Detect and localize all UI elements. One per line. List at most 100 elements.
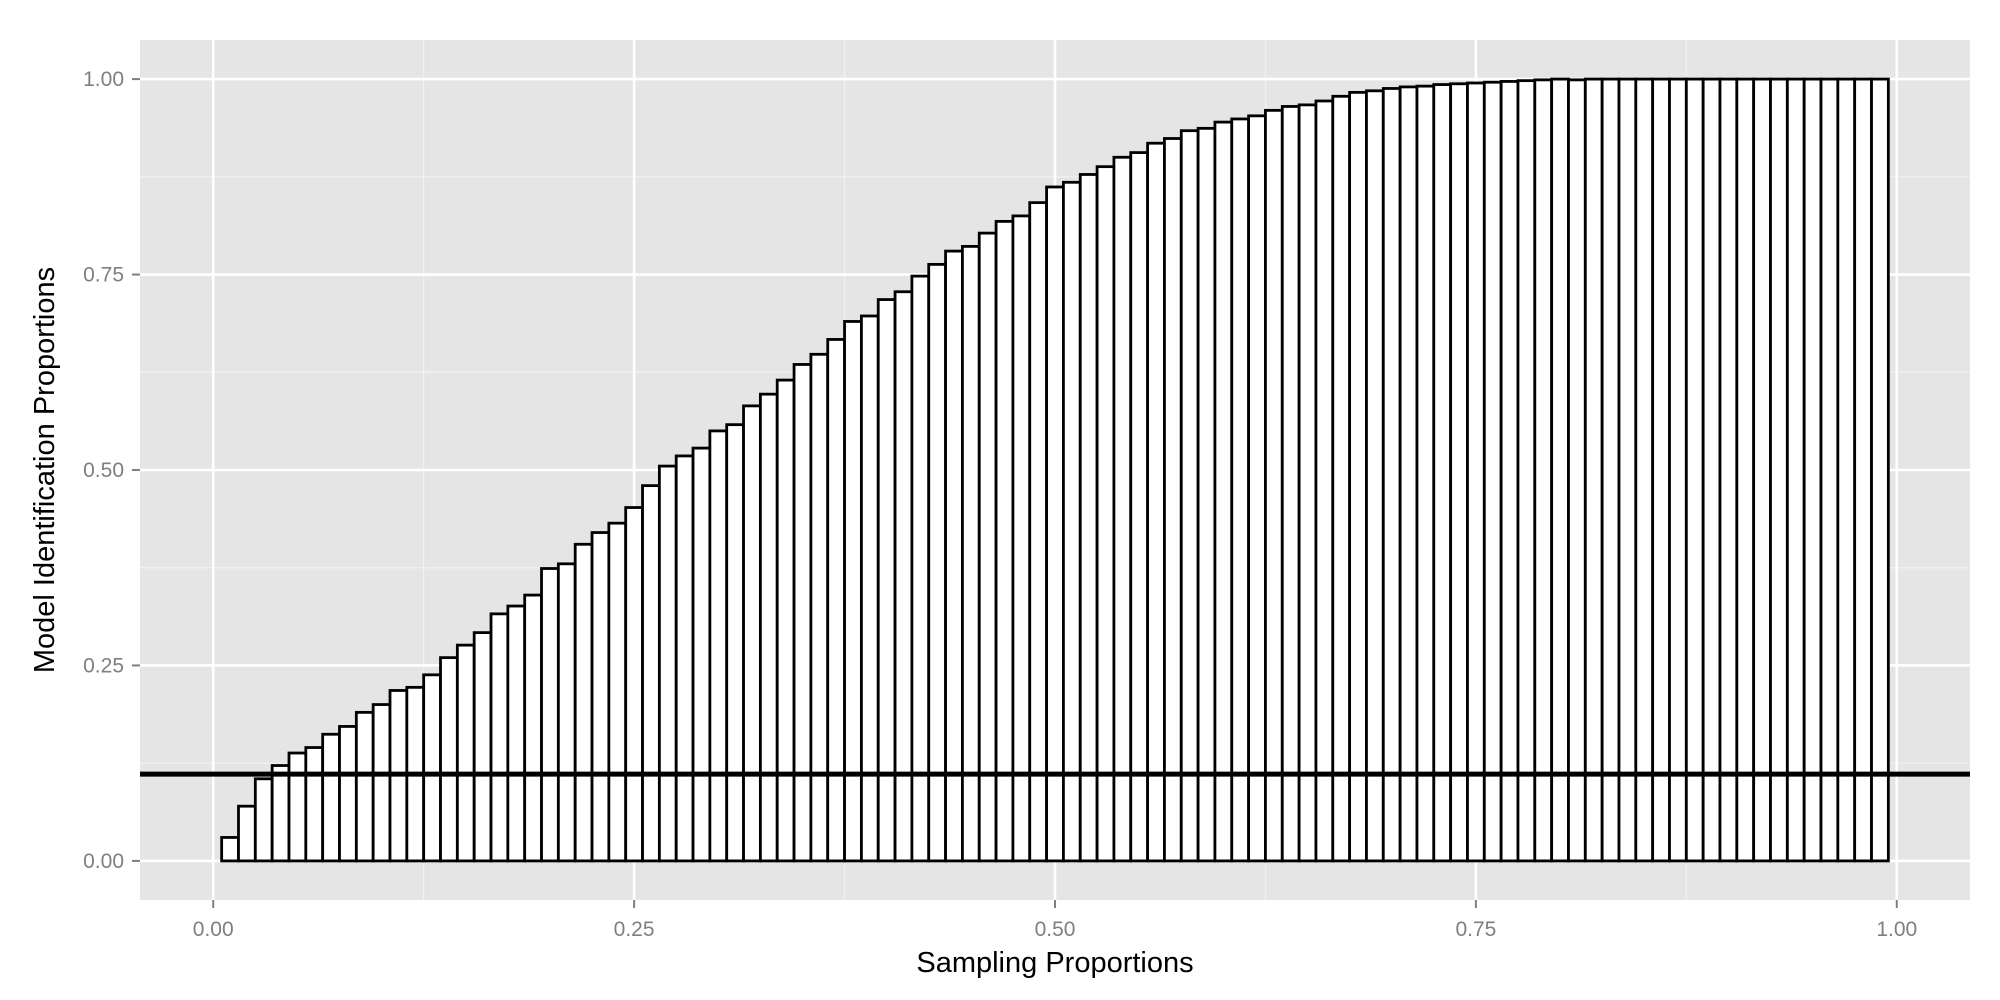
bar [1583,77,1604,863]
bar [1550,77,1570,863]
x-axis-title: Sampling Proportions [916,947,1193,979]
bar [674,454,695,863]
bar [220,836,240,863]
bar [1466,81,1486,863]
bar [472,631,493,863]
bar [641,484,661,863]
bar [1112,155,1133,863]
bar [1365,89,1385,863]
bar [994,219,1015,863]
bar [792,363,813,863]
bar [1634,77,1655,863]
bar [422,673,442,863]
x-tick-label: 0.00 [193,918,234,941]
bar [1432,83,1453,863]
bar [1045,185,1065,863]
bar [371,703,392,863]
bar [1533,78,1554,863]
bar [455,643,476,863]
bar [1028,201,1048,863]
bar [1853,77,1873,863]
bar [1078,173,1099,863]
bar [1802,77,1823,863]
bar [287,751,308,863]
bar [1735,77,1756,863]
bar [607,521,628,863]
x-axis-ticks: 0.00 0.25 0.50 0.75 1.00 [193,900,1917,941]
bar [1718,77,1739,863]
bar [506,604,527,863]
bar [1617,77,1638,863]
bar [708,429,729,863]
bar [321,732,341,863]
bar [1011,214,1032,863]
bar [1701,77,1722,863]
bar [1567,78,1587,863]
x-tick-label: 0.25 [614,918,655,941]
bar [1163,137,1183,863]
bar [523,593,543,863]
bar [1247,114,1267,863]
bar [1684,77,1705,863]
bar [1179,129,1200,863]
bar [237,804,257,863]
bar [927,262,947,863]
bar [556,562,577,863]
bar [843,320,863,863]
bar [573,542,594,863]
bar [1280,105,1301,863]
bar [540,567,560,863]
bar [1398,85,1419,863]
y-tick-label: 0.50 [83,459,124,482]
y-axis-ticks: 0.00 0.25 0.50 0.75 1.00 [83,68,140,873]
bar [657,464,678,863]
bar [1651,77,1671,863]
bar [624,506,644,863]
bar [1499,80,1520,863]
bar [1297,103,1318,863]
bar [439,656,459,863]
bar [1769,77,1789,863]
bar [1095,165,1116,863]
bar [1668,77,1688,863]
bar [725,423,745,863]
bar [1415,84,1436,863]
y-axis-title: Model Identification Proportions [29,267,61,673]
bar [1196,126,1217,863]
bar [1348,90,1368,863]
bar [1516,79,1537,863]
bar [1381,87,1402,863]
bar [859,314,880,863]
bar [1600,77,1621,863]
bar [826,338,846,863]
x-tick-label: 1.00 [1876,918,1917,941]
bar [1062,180,1082,863]
bar [1129,151,1149,863]
bar [876,298,897,863]
y-tick-label: 1.00 [83,68,124,91]
bar [1752,77,1772,863]
bar [1449,82,1469,863]
bar [1146,141,1166,863]
bar [1331,94,1352,863]
bar [758,392,779,863]
bar [1213,120,1234,863]
bar [1819,77,1840,863]
bar [691,446,712,863]
bar [489,612,510,863]
bar [775,378,796,863]
bar [338,725,358,863]
bar [1230,117,1251,863]
bar [977,231,998,863]
bars [220,77,1890,863]
bar [354,710,375,863]
bar [809,352,830,863]
x-tick-label: 0.75 [1455,918,1496,941]
bar [1870,77,1890,863]
bar [1264,108,1284,863]
bar [1482,80,1503,863]
bar [742,404,762,863]
bar [253,777,274,863]
bar [961,244,981,863]
